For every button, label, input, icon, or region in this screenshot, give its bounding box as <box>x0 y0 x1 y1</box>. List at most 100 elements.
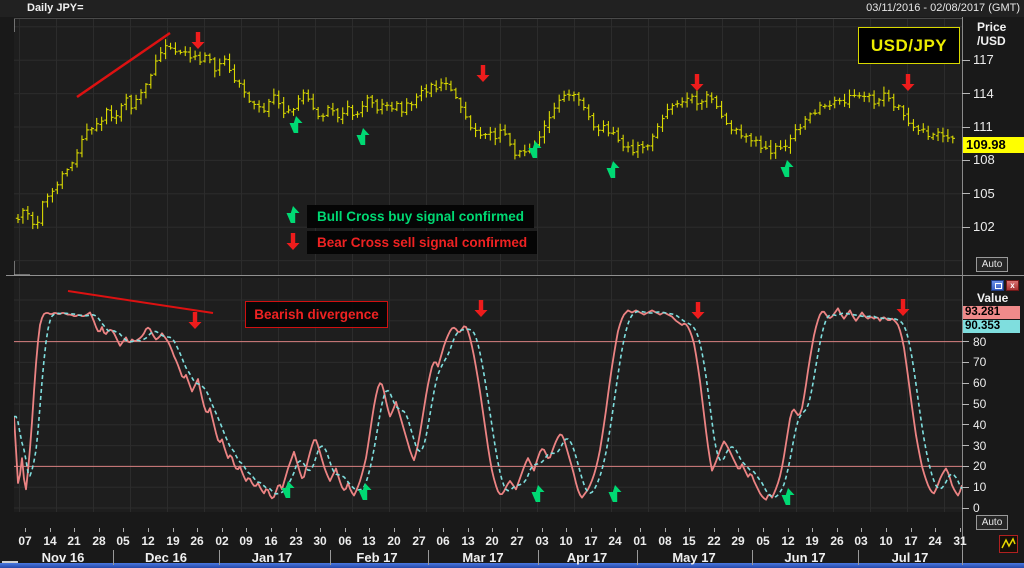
ohlc-bar <box>625 141 631 153</box>
week-tick-mark <box>50 528 51 532</box>
ohlc-bar <box>468 115 473 131</box>
sell-signal-arrow[interactable] <box>691 302 705 319</box>
stochastic-k-line[interactable] <box>14 307 962 501</box>
sell-signal-arrow[interactable] <box>474 300 488 317</box>
ohlc-bar <box>921 123 926 133</box>
ohlc-bar <box>60 171 65 190</box>
month-label: Feb 17 <box>356 550 398 565</box>
buy-signal-arrow[interactable] <box>606 161 620 178</box>
buy-signal-arrow[interactable] <box>531 485 545 502</box>
week-tick-mark <box>345 528 346 532</box>
sell-signal-arrow[interactable] <box>896 299 910 316</box>
ohlc-bar <box>930 132 936 141</box>
ohlc-bar <box>404 98 409 116</box>
pane-restore-button[interactable] <box>991 280 1004 291</box>
trendline[interactable] <box>76 31 171 99</box>
date-tick-label: 12 <box>141 534 155 548</box>
ohlc-bar <box>394 101 400 112</box>
date-tick-label: 28 <box>92 534 106 548</box>
stochastic-d-line[interactable] <box>14 310 962 498</box>
chart-title-bar: Daily JPY= 03/11/2016 - 02/08/2017 (GMT) <box>0 0 1024 17</box>
date-tick-label: 15 <box>682 534 696 548</box>
ohlc-bar <box>758 135 764 154</box>
ohlc-bar <box>251 100 257 110</box>
price-tick-label: 117 <box>973 52 994 68</box>
ohlc-bar <box>630 139 636 156</box>
ohlc-bar <box>99 116 104 131</box>
buy-signal-arrow[interactable] <box>781 488 795 505</box>
ohlc-bar <box>822 103 828 109</box>
ohlc-bar <box>124 93 129 111</box>
ohlc-bar <box>389 101 395 112</box>
month-label: Apr 17 <box>566 550 608 565</box>
ohlc-bar <box>448 80 454 92</box>
month-label: May 17 <box>672 550 716 565</box>
date-tick-label: 17 <box>584 534 598 548</box>
sell-signal-arrow[interactable] <box>476 65 490 82</box>
buy-signal-arrow[interactable] <box>356 128 370 145</box>
pen-icon-glyph <box>1001 537 1016 549</box>
ohlc-bar <box>945 129 951 143</box>
sell-signal-arrow[interactable] <box>901 74 915 91</box>
ohlc-bar <box>247 91 252 103</box>
ohlc-bar <box>301 89 306 105</box>
ohlc-bar <box>266 98 272 118</box>
ohlc-bar <box>227 53 232 73</box>
ohlc-bar <box>153 54 158 76</box>
pane-close-button[interactable]: x <box>1006 280 1019 291</box>
taskbar-edge[interactable] <box>0 563 1024 568</box>
ohlc-bar <box>84 123 90 141</box>
annotation-pen-icon[interactable] <box>999 535 1018 553</box>
week-tick-mark <box>935 528 936 532</box>
buy-signal-arrow[interactable] <box>358 483 372 500</box>
ohlc-bar <box>453 87 459 100</box>
ohlc-bar <box>379 98 385 115</box>
price-axis-unit: /USD <box>977 34 1006 48</box>
date-tick-label: 26 <box>830 534 844 548</box>
ohlc-bar <box>734 127 739 135</box>
ohlc-bar <box>271 88 277 105</box>
stochastic-d-value-badge: 90.353 <box>963 320 1020 333</box>
date-tick-label: 08 <box>658 534 672 548</box>
date-tick-label: 12 <box>781 534 795 548</box>
sell-signal-arrow[interactable] <box>690 74 704 91</box>
buy-signal-arrow[interactable] <box>528 141 542 158</box>
ohlc-bar <box>192 50 198 61</box>
sell-signal-arrow[interactable] <box>191 32 205 49</box>
price-axis-auto-button[interactable]: Auto <box>976 257 1008 272</box>
buy-signal-arrow[interactable] <box>281 481 295 498</box>
value-tick-mark <box>962 403 969 405</box>
date-tick-label: 29 <box>731 534 745 548</box>
month-separator <box>637 550 638 565</box>
instrument-label[interactable]: USD/JPY <box>858 27 960 64</box>
price-tick-mark <box>962 159 970 161</box>
stochastic-chart[interactable] <box>14 278 962 512</box>
sell-signal-arrow[interactable] <box>188 312 202 329</box>
pane-separator[interactable] <box>6 275 1024 276</box>
ohlc-bar <box>512 139 518 160</box>
ohlc-bar <box>40 200 45 226</box>
ohlc-bar <box>473 123 478 138</box>
date-tick-label: 31 <box>953 534 967 548</box>
ohlc-bar <box>596 124 601 137</box>
ohlc-bar <box>242 79 247 98</box>
ohlc-bar <box>581 97 586 111</box>
buy-signal-arrow[interactable] <box>289 116 303 133</box>
ohlc-bar <box>576 92 582 106</box>
ohlc-bar <box>65 168 70 177</box>
divergence-trendline[interactable] <box>67 290 214 314</box>
ohlc-bar <box>561 90 567 102</box>
ohlc-bar <box>128 94 134 115</box>
ohlc-bar <box>217 58 222 76</box>
date-tick-label: 03 <box>535 534 549 548</box>
date-tick-label: 23 <box>289 534 303 548</box>
month-label: Dec 16 <box>145 550 187 565</box>
ohlc-bar <box>89 127 94 135</box>
bearish-divergence-label[interactable]: Bearish divergence <box>245 301 388 328</box>
buy-signal-arrow[interactable] <box>780 160 794 177</box>
month-label: Jan 17 <box>251 550 293 565</box>
buy-signal-arrow[interactable] <box>608 485 622 502</box>
ohlc-bar <box>488 126 493 141</box>
date-tick-label: 10 <box>879 534 893 548</box>
value-axis-auto-button[interactable]: Auto <box>976 515 1008 530</box>
